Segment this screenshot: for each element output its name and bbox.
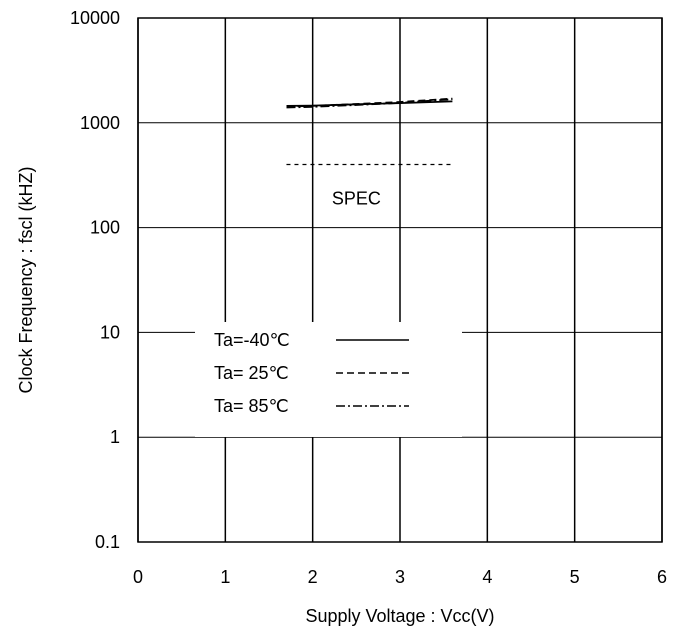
x-tick-labels: 0 1 2 3 4 5 6 [133,567,667,587]
y-tick-label-2: 10 [100,322,120,342]
y-tick-label-0: 0.1 [95,532,120,552]
legend-items: Ta=-40℃ Ta= 25℃ Ta= 85℃ [214,330,409,416]
legend-label-0: Ta=-40℃ [214,330,290,350]
y-tick-label-1: 1 [110,427,120,447]
series-line-2 [286,98,453,109]
y-axis-label: Clock Frequency : fscl (kHZ) [16,166,36,393]
legend: Ta=-40℃ Ta= 25℃ Ta= 85℃ [195,322,462,437]
x-tick-label-3: 3 [395,567,405,587]
y-tick-label-3: 100 [90,218,120,238]
x-tick-label-6: 6 [657,567,667,587]
series-layer [286,97,453,109]
y-tick-label-5: 10000 [70,8,120,28]
y-tick-label-4: 1000 [80,113,120,133]
x-tick-label-2: 2 [308,567,318,587]
x-tick-label-4: 4 [482,567,492,587]
x-tick-label-1: 1 [220,567,230,587]
legend-box [195,322,462,437]
y-tick-labels: 0.1 1 10 100 1000 10000 [70,8,120,552]
spec-label-0: SPEC [332,189,381,209]
legend-label-2: Ta= 85℃ [214,396,289,416]
legend-label-1: Ta= 25℃ [214,363,289,383]
x-axis-label: Supply Voltage : Vcc(V) [305,606,494,626]
x-tick-label-0: 0 [133,567,143,587]
plot-area-frame [137,17,663,543]
x-tick-label-5: 5 [570,567,580,587]
series-line-1 [286,97,453,108]
spec-layer: SPEC [286,163,453,209]
